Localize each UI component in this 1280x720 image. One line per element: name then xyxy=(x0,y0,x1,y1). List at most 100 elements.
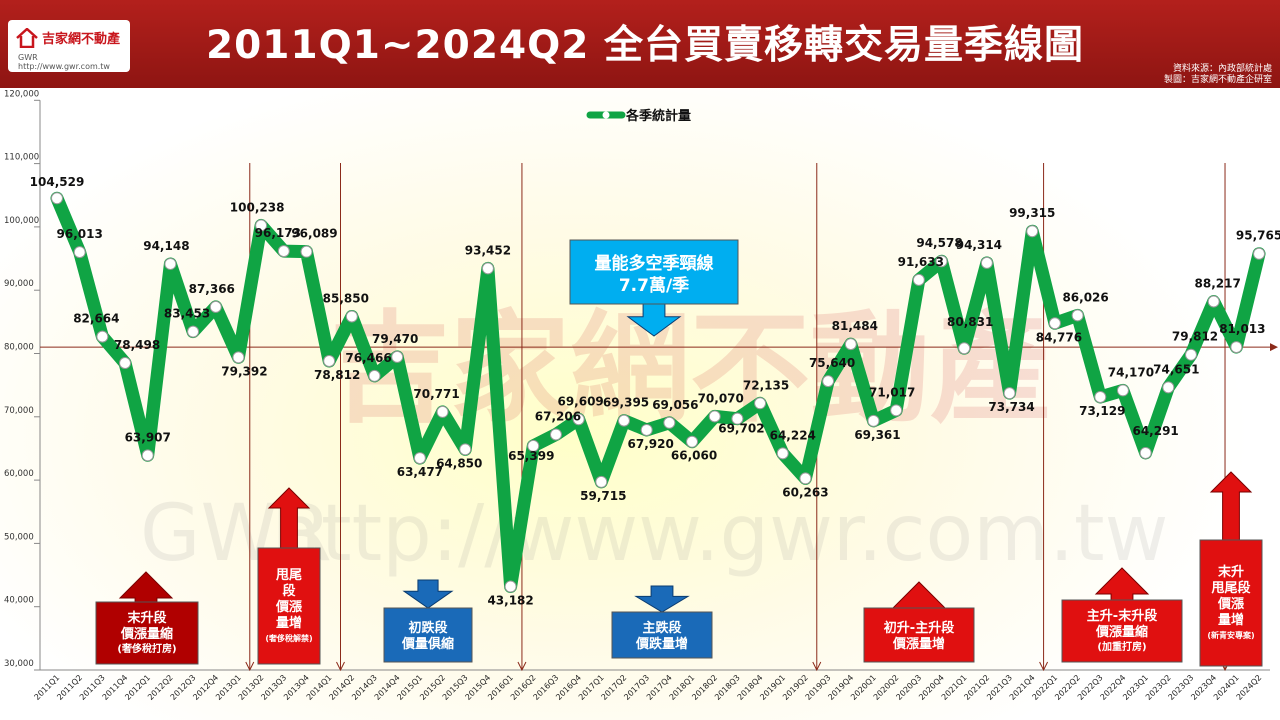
data-point xyxy=(754,397,767,410)
data-point xyxy=(255,219,268,232)
annotation-text: 初升-主升段 xyxy=(884,620,954,636)
data-label: 63,477 xyxy=(397,465,443,479)
phase-divider-arrow-icon xyxy=(245,661,255,672)
annotation-text: 主升-末升段 xyxy=(1087,608,1157,624)
data-point xyxy=(1162,381,1175,394)
annotation-text: 末升 xyxy=(1217,564,1244,580)
data-point xyxy=(1071,309,1084,322)
data-point xyxy=(141,449,154,462)
down-arrow-icon xyxy=(634,585,690,613)
annotation-text: 7.7萬/季 xyxy=(619,275,689,296)
annotation-box xyxy=(95,601,199,665)
data-point xyxy=(1253,247,1266,260)
annotation-subtext: (奢侈稅解禁) xyxy=(265,633,312,643)
data-point xyxy=(209,300,222,313)
y-tick-label: 50,000 xyxy=(4,532,34,542)
annotation-text: 價漲量縮 xyxy=(1095,624,1148,640)
annotation-text: 量能多空季頸線 xyxy=(595,253,714,274)
house-logo-icon xyxy=(16,28,38,48)
data-label: 94,148 xyxy=(143,239,189,253)
data-label: 74,170 xyxy=(1108,365,1154,379)
neckline-arrow-icon xyxy=(1270,343,1278,352)
data-label: 104,529 xyxy=(30,175,85,189)
y-tick-label: 30,000 xyxy=(4,659,34,669)
data-point xyxy=(1185,348,1197,361)
data-label: 81,013 xyxy=(1219,322,1265,336)
y-tick-label: 110,000 xyxy=(4,153,39,163)
data-point xyxy=(277,245,290,258)
phase-divider-arrow-icon xyxy=(812,661,822,672)
legend-marker xyxy=(602,111,610,119)
data-label: 69,702 xyxy=(718,422,764,436)
legend-label: 各季統計量 xyxy=(625,108,691,124)
data-point xyxy=(391,350,404,363)
data-point xyxy=(799,472,812,485)
data-label: 74,651 xyxy=(1153,362,1199,376)
annotation-subtext: (新青安專案) xyxy=(1207,630,1254,640)
annotation-text: 價漲量縮 xyxy=(120,626,173,642)
data-point xyxy=(663,416,676,429)
data-label: 96,089 xyxy=(291,227,337,241)
y-tick-label: 70,000 xyxy=(4,406,34,416)
data-point xyxy=(96,330,109,343)
y-tick-label: 40,000 xyxy=(4,596,34,606)
annotation-box xyxy=(383,607,473,663)
logo: 吉家網不動產 GWR http://www.gwr.com.tw xyxy=(8,20,130,72)
annotation-text: 甩尾段 xyxy=(1210,580,1250,596)
data-label: 63,907 xyxy=(125,430,171,444)
data-label: 66,060 xyxy=(671,449,717,463)
logo-url-text: GWR http://www.gwr.com.tw xyxy=(18,53,110,71)
data-point xyxy=(413,452,426,465)
legend: 各季統計量 xyxy=(586,108,691,124)
logo-brand-text: 吉家網不動產 xyxy=(42,32,121,47)
data-point xyxy=(822,375,835,388)
data-label: 72,135 xyxy=(743,378,789,392)
data-label: 64,291 xyxy=(1132,424,1178,438)
data-label: 64,224 xyxy=(770,428,816,442)
watermark-url: http://www.gwr.com.tw xyxy=(272,489,1169,579)
data-point xyxy=(481,262,494,275)
data-point xyxy=(527,439,540,452)
data-point xyxy=(776,447,789,460)
data-label: 96,013 xyxy=(57,227,103,241)
phase-divider-arrow-icon xyxy=(517,661,527,672)
data-label: 82,664 xyxy=(73,312,119,326)
data-label: 96,173 xyxy=(255,226,301,240)
data-label: 79,392 xyxy=(221,364,267,378)
annotation-box xyxy=(1199,539,1263,667)
data-point xyxy=(51,192,63,205)
data-point xyxy=(958,342,971,355)
down-arrow-icon xyxy=(626,303,682,337)
data-point xyxy=(1003,387,1016,400)
annotation-text: 初跌段 xyxy=(408,620,447,636)
data-point xyxy=(504,580,517,593)
data-point xyxy=(549,428,562,441)
data-label: 69,056 xyxy=(652,398,698,412)
data-label: 80,831 xyxy=(947,315,993,329)
data-label: 75,640 xyxy=(809,356,855,370)
data-label: 60,263 xyxy=(782,485,828,499)
data-point xyxy=(300,245,313,258)
y-tick-label: 100,000 xyxy=(4,216,39,226)
data-label: 67,206 xyxy=(535,409,581,423)
x-tick-label: 2024Q2 xyxy=(1235,673,1264,702)
annotation-text: 量增 xyxy=(1218,612,1244,628)
data-label: 43,182 xyxy=(487,594,533,608)
data-label: 70,771 xyxy=(413,387,459,401)
annotation-text: 量增 xyxy=(276,615,302,631)
down-arrow-icon xyxy=(402,579,454,609)
data-label: 69,609 xyxy=(557,394,603,408)
annotation-box xyxy=(569,239,739,305)
annotation-text: 甩尾 xyxy=(275,568,302,583)
data-point xyxy=(708,410,721,423)
y-tick-label: 120,000 xyxy=(4,89,39,99)
annotation-text: 價漲量增 xyxy=(892,636,945,652)
annotation-text: 末升段 xyxy=(126,610,166,626)
header-bar: 吉家網不動產 GWR http://www.gwr.com.tw 2011Q1~… xyxy=(0,0,1280,88)
data-point xyxy=(640,423,653,436)
data-label: 86,026 xyxy=(1062,290,1108,304)
